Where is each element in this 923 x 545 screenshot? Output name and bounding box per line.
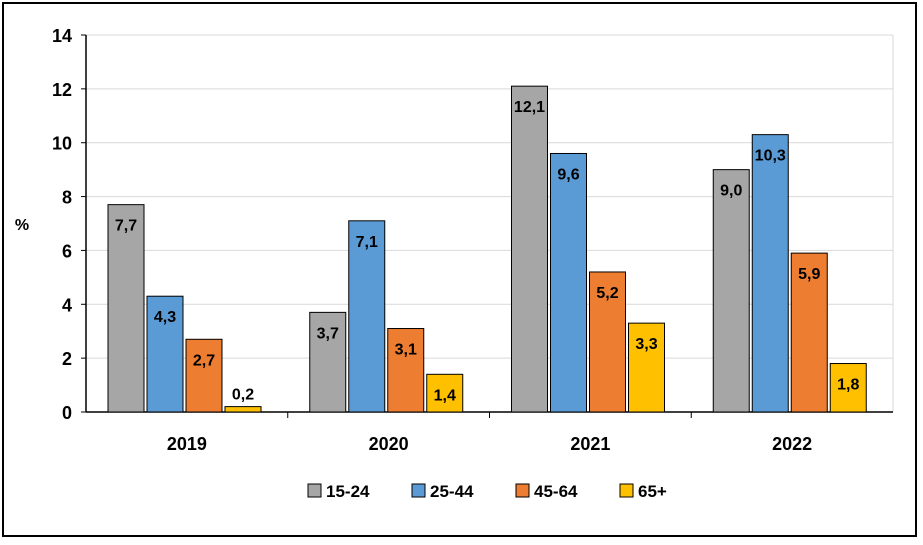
- data-label: 10,3: [755, 148, 786, 165]
- bars: [107, 85, 867, 413]
- data-label: 1,8: [837, 377, 859, 394]
- x-tick-label: 2019: [167, 434, 207, 454]
- bar-25-44-2019: [146, 295, 184, 413]
- y-tick-label: 12: [52, 80, 72, 100]
- bar-65+-2019: [224, 406, 262, 413]
- data-label: 4,3: [154, 309, 176, 326]
- y-tick-label: 4: [62, 295, 72, 315]
- data-label: 9,6: [557, 166, 579, 183]
- legend-label-15-24: 15-24: [326, 482, 370, 501]
- data-label: 0,2: [232, 387, 254, 404]
- x-tick-label: 2022: [772, 434, 812, 454]
- legend-swatch-25-44: [411, 483, 426, 498]
- legend-label-45-64: 45-64: [534, 482, 578, 501]
- bar-25-44-2020: [348, 220, 386, 413]
- bar-15-24-2022: [712, 169, 750, 413]
- y-tick-label: 2: [62, 349, 72, 369]
- data-label: 1,4: [434, 387, 456, 404]
- bar-45-64-2019: [185, 338, 223, 413]
- y-axis-label: %: [15, 217, 29, 234]
- data-label: 3,1: [395, 342, 417, 359]
- bar-65+-2020: [426, 373, 464, 413]
- bar-45-64-2020: [387, 328, 425, 413]
- data-label: 9,0: [720, 183, 742, 200]
- data-label: 3,3: [635, 336, 657, 353]
- legend-swatch-45-64: [515, 483, 530, 498]
- y-tick-label: 6: [62, 241, 72, 261]
- x-tick-label: 2020: [369, 434, 409, 454]
- bar-25-44-2021: [550, 152, 587, 413]
- bar-45-64-2021: [589, 271, 626, 413]
- y-tick-label: 0: [62, 403, 72, 423]
- data-label: 3,7: [317, 325, 339, 342]
- bar-25-44-2022: [751, 134, 789, 413]
- legend: 15-24 25-44 45-64 65+: [307, 482, 667, 501]
- data-label: 5,2: [596, 285, 618, 302]
- bar-15-24-2021: [511, 85, 548, 413]
- bar-15-24-2019: [107, 204, 145, 413]
- bar-65+-2022: [829, 363, 867, 413]
- x-tick-label: 2021: [570, 434, 610, 454]
- y-tick-label: 8: [62, 188, 72, 208]
- data-label: 7,7: [115, 218, 137, 235]
- data-label: 12,1: [514, 99, 545, 116]
- bar-15-24-2020: [309, 311, 347, 413]
- legend-label-65+: 65+: [638, 482, 667, 501]
- legend-swatch-15-24: [307, 483, 322, 498]
- legend-label-25-44: 25-44: [430, 482, 474, 501]
- data-label: 2,7: [193, 352, 215, 369]
- y-tick-label: 10: [52, 134, 72, 154]
- bar-45-64-2022: [790, 252, 828, 413]
- y-tick-label: 14: [52, 26, 72, 46]
- data-labels: 7,7 4,3 2,7 0,2 3,7 7,1 3,1 1,4 12,1 9,6 5,2 3,3 9,0…: [115, 99, 860, 404]
- data-label: 7,1: [356, 234, 378, 251]
- legend-swatch-65+: [619, 483, 634, 498]
- axes: 0 2 4 6 8 10 12 14 2019 2020 2021 2022: [52, 26, 893, 454]
- data-label: 5,9: [798, 266, 820, 283]
- bar-65+-2021: [628, 322, 665, 413]
